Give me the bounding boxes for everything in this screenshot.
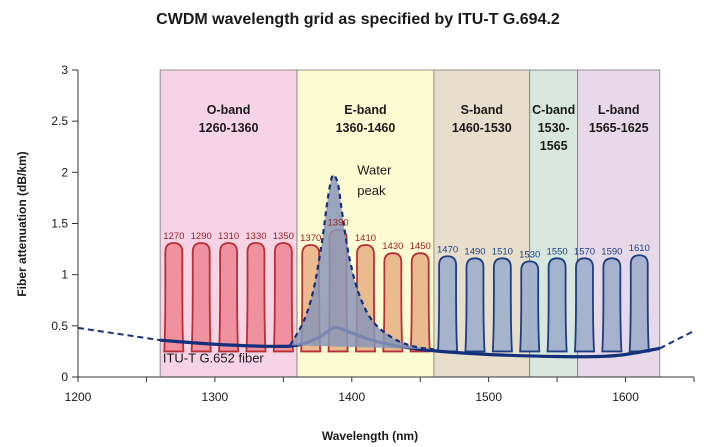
band-range-label: 1360-1460: [336, 121, 396, 135]
fiber-curve-right-dashed: [659, 330, 695, 350]
labels-layer: O-band 1260-1360 E-band 1360-1460 S-band 1460…: [163, 103, 650, 366]
y-tick-label: 0: [61, 370, 68, 384]
band-range-label: 1565: [540, 139, 568, 153]
channel-label: 1570: [574, 246, 595, 257]
channel-1610: [628, 254, 650, 353]
y-tick-label: 0.5: [51, 319, 68, 333]
x-tick-label: 1300: [202, 390, 229, 404]
channel-label: 1290: [191, 231, 212, 242]
channel-1290: [190, 242, 212, 353]
channel-1270: [163, 242, 185, 353]
channel-label: 1450: [410, 241, 431, 252]
channel-label: 1510: [492, 246, 513, 257]
fiber-curve-left-dashed: [77, 326, 161, 342]
channel-1430: [382, 252, 404, 353]
water-peak-line: [289, 173, 435, 351]
channel-1490: [464, 257, 486, 353]
channel-label: 1530: [519, 249, 540, 260]
channel-1330: [245, 242, 267, 353]
channel-label: 1490: [464, 246, 485, 257]
channel-1350: [272, 242, 294, 353]
channel-label: 1310: [218, 231, 239, 242]
band-name-label: O-band: [207, 103, 251, 117]
x-axis-label: Wavelength (nm): [322, 429, 418, 443]
chart-title: CWDM wavelength grid as specified by ITU…: [156, 11, 560, 28]
channel-1550: [546, 257, 568, 353]
y-tick-label: 2.5: [51, 114, 68, 128]
channel-label: 1270: [163, 231, 184, 242]
channel-label: 1470: [437, 244, 458, 255]
y-tick-label: 3: [61, 63, 68, 77]
y-tick-label: 2: [61, 165, 68, 179]
x-tick-label: 1400: [338, 390, 365, 404]
band-name-label: E-band: [344, 103, 386, 117]
band-range-label: 1565-1625: [589, 121, 649, 135]
channel-1590: [601, 257, 623, 353]
y-axis-label: Fiber attenuation (dB/km): [15, 151, 29, 296]
channel-1470: [437, 255, 459, 353]
channel-1570: [573, 257, 596, 353]
channel-label: 1330: [245, 231, 266, 242]
channel-label: 1590: [601, 246, 622, 257]
y-tick-label: 1.5: [51, 217, 68, 231]
channel-label: 1610: [629, 243, 650, 254]
series-layer: [77, 173, 695, 359]
band-name-label: C-band: [532, 103, 575, 117]
channel-1510: [491, 257, 513, 353]
water-peak-area: [290, 175, 434, 350]
channel-label: 1430: [382, 241, 403, 252]
channel-label: 1390: [328, 218, 349, 229]
annotation: ITU-T G.652 fiber: [163, 351, 265, 366]
band-range-label: 1260-1360: [199, 121, 259, 135]
annotation: peak: [357, 183, 386, 198]
band-range-label: 1460-1530: [452, 121, 512, 135]
x-tick-label: 1500: [475, 390, 502, 404]
y-tick-label: 1: [61, 268, 68, 282]
x-tick-label: 1200: [65, 390, 92, 404]
channel-1530: [519, 260, 541, 353]
channel-label: 1410: [355, 233, 376, 244]
channel-1450: [409, 252, 431, 353]
x-tick-label: 1600: [612, 390, 639, 404]
band-range-label: 1530-: [538, 121, 570, 135]
band-name-label: S-band: [461, 103, 503, 117]
channel-label: 1370: [300, 233, 321, 244]
channel-1310: [218, 242, 240, 353]
channel-label: 1350: [273, 231, 294, 242]
axes-layer: 0 0.5 1 1.5 2 2.5 3 1200 1300 1400 1500 1600: [51, 63, 695, 404]
channel-label: 1550: [547, 246, 568, 257]
annotation: Water: [357, 162, 392, 177]
band-name-label: L-band: [598, 103, 640, 117]
